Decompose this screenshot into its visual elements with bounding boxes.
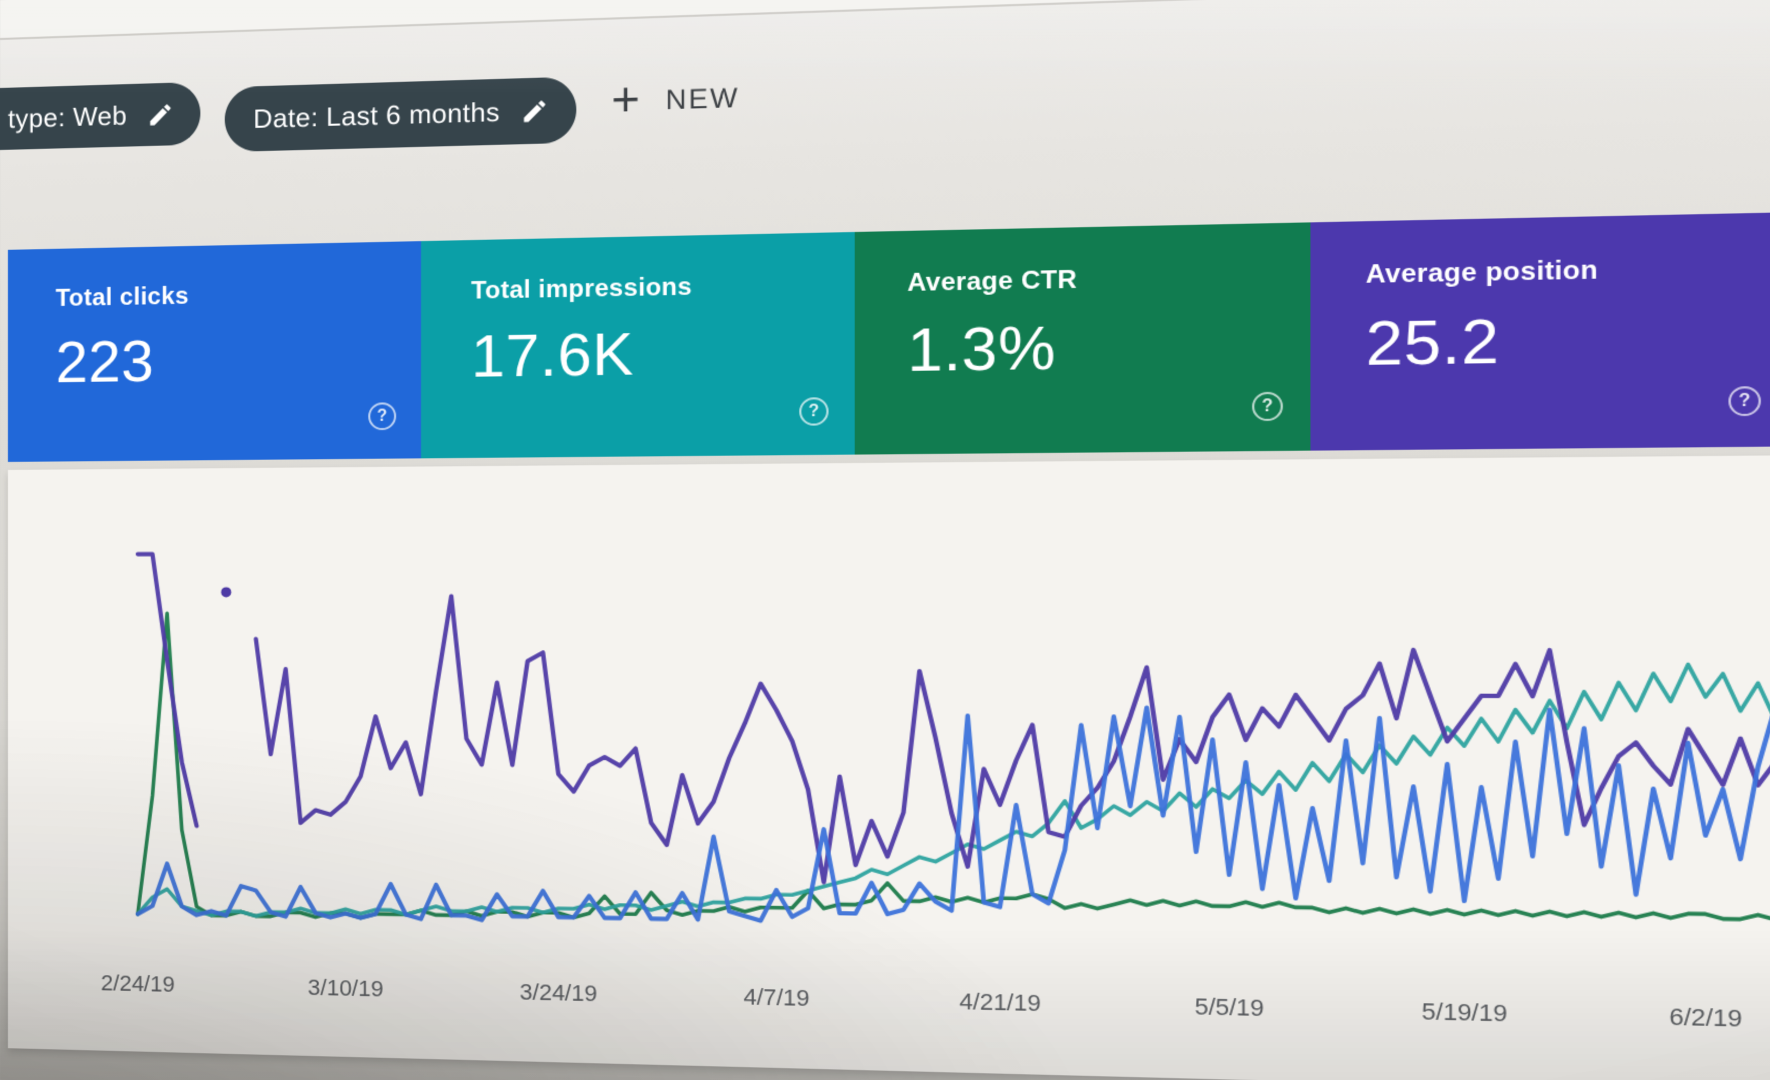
metric-card-label: Average position xyxy=(1365,255,1599,290)
metric-card-label: Total impressions xyxy=(471,272,693,305)
plus-icon: + xyxy=(611,71,640,127)
help-icon[interactable]: ? xyxy=(368,402,397,431)
metric-card-average-ctr[interactable]: Average CTR 1.3% ? xyxy=(854,222,1311,455)
help-icon[interactable]: ? xyxy=(1728,386,1761,417)
help-icon[interactable]: ? xyxy=(799,397,829,426)
new-filter-label: NEW xyxy=(665,81,740,115)
metric-card-average-position[interactable]: Average position 25.2 ? xyxy=(1310,212,1770,451)
metric-card-value: 17.6K xyxy=(471,320,634,391)
new-filter-button[interactable]: + NEW xyxy=(611,71,740,127)
metric-card-value: 1.3% xyxy=(907,313,1056,385)
metric-card-value: 25.2 xyxy=(1365,306,1500,379)
help-icon[interactable]: ? xyxy=(1252,391,1283,422)
metric-card-total-impressions[interactable]: Total impressions 17.6K ? xyxy=(421,231,855,459)
date-range-filter-label: Date: Last 6 months xyxy=(253,95,500,134)
metric-card-label: Total clicks xyxy=(55,282,189,313)
x-axis-tick-label: 5/19/19 xyxy=(1421,997,1508,1027)
edit-pencil-icon xyxy=(147,100,174,128)
metric-card-value: 223 xyxy=(55,328,155,396)
x-axis-tick-label: 3/24/19 xyxy=(519,978,598,1007)
metric-summary-cards: Total clicks 223 ? Total impressions 17.… xyxy=(7,212,1770,462)
x-axis-tick-label: 4/21/19 xyxy=(959,988,1041,1017)
performance-chart xyxy=(120,452,1770,983)
x-axis-tick-label: 4/7/19 xyxy=(743,983,810,1012)
x-axis-tick-label: 6/2/19 xyxy=(1669,1002,1743,1033)
performance-chart-panel: 2/24/19 3/10/19 3/24/19 4/7/19 4/21/19 5/5/19… xyxy=(7,451,1770,1080)
search-type-filter-chip[interactable]: type: Web xyxy=(0,81,201,152)
edit-pencil-icon xyxy=(521,96,549,125)
x-axis-tick-label: 5/5/19 xyxy=(1194,993,1265,1022)
x-axis-tick-label: 2/24/19 xyxy=(100,970,175,997)
metric-card-label: Average CTR xyxy=(907,265,1078,298)
date-range-filter-chip[interactable]: Date: Last 6 months xyxy=(224,76,577,153)
metric-card-total-clicks[interactable]: Total clicks 223 ? xyxy=(7,241,422,462)
x-axis-tick-label: 3/10/19 xyxy=(307,974,384,1002)
browser-toolbar-edge xyxy=(0,0,1770,40)
search-type-filter-label: type: Web xyxy=(7,99,127,134)
